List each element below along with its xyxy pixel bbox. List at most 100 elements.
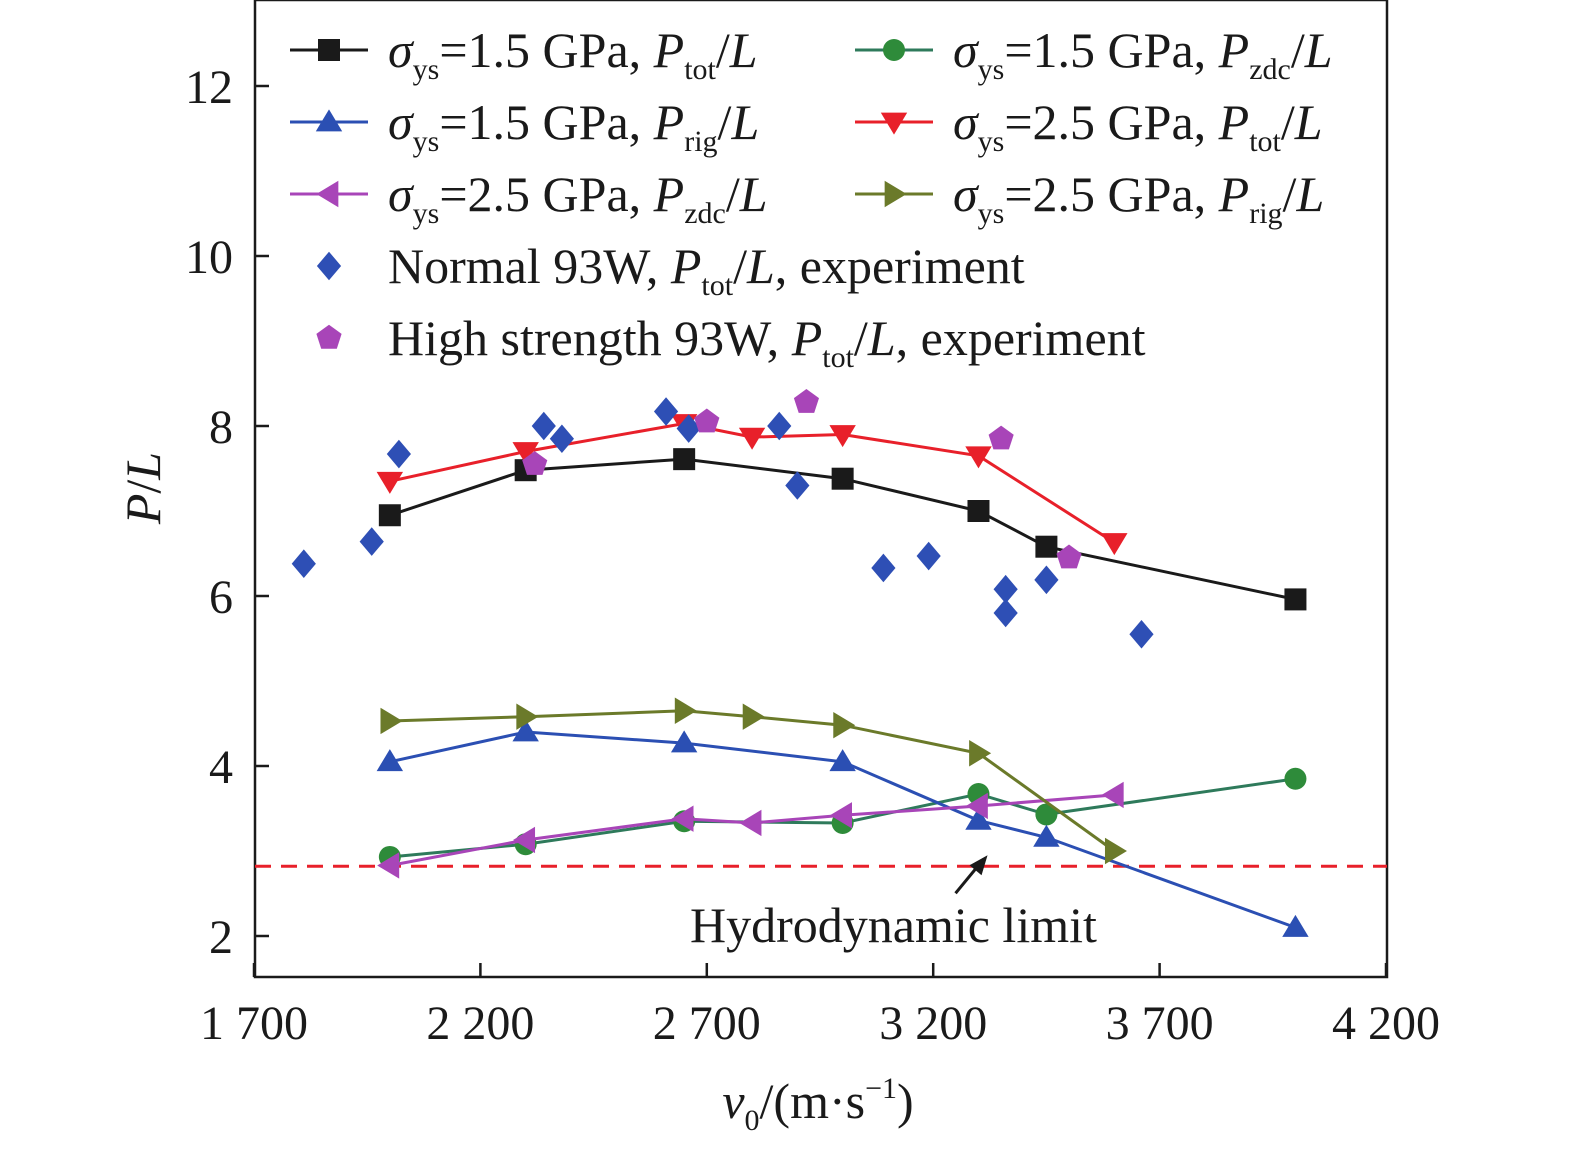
legend-item-s8: High strength 93W, Ptot/L, experiment xyxy=(316,310,1146,374)
data-point-s4 xyxy=(829,425,856,448)
legend-label: σys=2.5 GPa, Pzdc/L xyxy=(388,166,768,230)
data-point-s1 xyxy=(1035,535,1058,558)
data-point-s5 xyxy=(965,792,988,820)
y-tick-label: 8 xyxy=(209,401,233,454)
data-point-s6 xyxy=(674,697,697,724)
legend-item-s2: σys=1.5 GPa, Pzdc/L xyxy=(855,22,1333,86)
legend-marker xyxy=(316,180,339,208)
legend-marker xyxy=(316,251,342,281)
data-point-s2 xyxy=(1035,803,1058,826)
data-point-s1 xyxy=(1284,588,1307,611)
legend-label: σys=1.5 GPa, Ptot/L xyxy=(388,22,758,86)
data-point-s5 xyxy=(513,826,536,854)
x-tick-label: 2 200 xyxy=(426,997,534,1050)
data-point-s4 xyxy=(738,427,766,450)
data-point-s3 xyxy=(1282,914,1309,937)
data-point-s8 xyxy=(522,451,548,475)
x-tick-label: 3 700 xyxy=(1106,997,1214,1050)
data-point-s6 xyxy=(833,712,856,739)
legend-item-s3: σys=1.5 GPa, Prig/L xyxy=(290,94,759,158)
series-s4 xyxy=(376,414,1128,556)
data-point-s3 xyxy=(965,807,992,830)
hydrodynamic-limit-line: Hydrodynamic limit xyxy=(255,855,1387,953)
data-point-s4 xyxy=(512,442,539,465)
legend-label: σys=2.5 GPa, Ptot/L xyxy=(953,94,1323,158)
legend-label: σys=1.5 GPa, Prig/L xyxy=(388,94,759,158)
series-s1 xyxy=(378,448,1307,611)
axis-ticks: 1 700 2 200 2 700 3 200 3 700 4 200 2 4 6 8 10 12 xyxy=(185,61,1440,1050)
data-point-s7 xyxy=(359,527,384,556)
legend-item-s7: Normal 93W, Ptot/L, experiment xyxy=(316,238,1025,302)
data-point-s8 xyxy=(988,425,1014,450)
data-point-s4 xyxy=(1101,533,1128,556)
series-s6 xyxy=(380,697,1127,865)
series-s3 xyxy=(376,719,1309,937)
legend-marker xyxy=(316,324,342,349)
legend-item-s6: σys=2.5 GPa, Prig/L xyxy=(855,166,1324,230)
data-point-s1 xyxy=(831,467,854,490)
data-point-s7 xyxy=(1129,619,1154,649)
data-point-s2 xyxy=(1284,767,1307,790)
legend-label: σys=2.5 GPa, Prig/L xyxy=(953,166,1324,230)
data-point-s6 xyxy=(969,740,992,767)
data-point-s4 xyxy=(376,471,404,494)
data-point-s7 xyxy=(767,411,792,441)
legend-marker xyxy=(880,112,908,135)
y-axis-label: P/L xyxy=(115,452,171,525)
data-point-s7 xyxy=(386,439,411,469)
y-tick-label: 6 xyxy=(209,571,233,624)
y-tick-label: 12 xyxy=(185,61,233,114)
x-tick-label: 1 700 xyxy=(200,997,308,1050)
data-point-s6 xyxy=(742,703,765,730)
legend-label: σys=1.5 GPa, Pzdc/L xyxy=(953,22,1333,86)
data-point-s6 xyxy=(380,707,403,735)
data-point-s5 xyxy=(671,805,694,832)
y-tick-label: 4 xyxy=(209,741,233,794)
data-point-s3 xyxy=(829,749,856,772)
data-point-s6 xyxy=(516,703,539,730)
data-point-s3 xyxy=(512,719,539,742)
data-point-s7 xyxy=(1034,565,1059,595)
x-tick-label: 4 200 xyxy=(1332,997,1440,1050)
data-point-s7 xyxy=(993,598,1018,628)
series-s5 xyxy=(377,781,1124,879)
data-point-s7 xyxy=(993,574,1018,604)
annotation-arrow-head xyxy=(969,855,988,876)
hydrodynamic-limit-label: Hydrodynamic limit xyxy=(690,897,1097,953)
legend-item-s5: σys=2.5 GPa, Pzdc/L xyxy=(290,166,768,230)
legend-marker xyxy=(883,39,905,61)
series-group xyxy=(291,389,1309,937)
legend-item-s4: σys=2.5 GPa, Ptot/L xyxy=(855,94,1323,158)
data-point-s7 xyxy=(916,541,941,571)
data-point-s5 xyxy=(377,852,400,879)
data-point-s7 xyxy=(549,424,575,454)
data-point-s8 xyxy=(793,389,819,413)
data-point-s3 xyxy=(376,749,404,772)
data-point-s5 xyxy=(1101,781,1124,809)
legend: σys=1.5 GPa, Ptot/L σys=1.5 GPa, Prig/L σy… xyxy=(290,22,1333,374)
legend-marker xyxy=(318,39,340,61)
data-point-s7 xyxy=(785,471,810,500)
data-point-s7 xyxy=(676,414,701,443)
data-point-s1 xyxy=(673,448,696,471)
x-tick-label: 2 700 xyxy=(653,997,761,1050)
y-tick-label: 2 xyxy=(209,911,233,964)
legend-marker xyxy=(884,180,907,208)
data-point-s3 xyxy=(670,730,698,753)
data-point-s4 xyxy=(965,446,992,469)
data-point-s7 xyxy=(531,411,556,441)
data-point-s1 xyxy=(967,500,990,522)
y-tick-label: 10 xyxy=(185,231,233,284)
legend-item-s1: σys=1.5 GPa, Ptot/L xyxy=(290,22,758,86)
x-tick-label: 3 200 xyxy=(879,997,987,1050)
legend-marker xyxy=(315,109,343,132)
data-point-s6 xyxy=(1104,837,1127,865)
legend-label: High strength 93W, Ptot/L, experiment xyxy=(388,310,1146,374)
data-point-s1 xyxy=(378,504,401,527)
data-point-s8 xyxy=(694,408,720,433)
data-point-s7 xyxy=(653,397,679,426)
plot-frame xyxy=(253,0,1389,979)
series-s8 xyxy=(522,389,1082,569)
series-s7 xyxy=(291,397,1154,649)
